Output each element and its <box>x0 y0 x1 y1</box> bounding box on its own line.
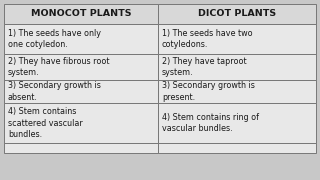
Bar <box>4 80 158 103</box>
Bar <box>158 143 316 153</box>
Text: DICOT PLANTS: DICOT PLANTS <box>198 10 276 19</box>
Text: 1) The seeds have only
one cotyledon.: 1) The seeds have only one cotyledon. <box>8 29 101 49</box>
Bar <box>158 80 316 103</box>
Text: 3) Secondary growth is
absent.: 3) Secondary growth is absent. <box>8 81 101 102</box>
Text: 1) The seeds have two
cotyledons.: 1) The seeds have two cotyledons. <box>162 29 252 49</box>
Bar <box>4 24 158 54</box>
Bar <box>4 103 158 143</box>
Bar <box>158 4 316 24</box>
Bar <box>4 4 158 24</box>
Text: 2) They have taproot
system.: 2) They have taproot system. <box>162 57 247 77</box>
Text: 2) They have fibrous root
system.: 2) They have fibrous root system. <box>8 57 109 77</box>
Bar <box>4 54 158 80</box>
Bar <box>158 24 316 54</box>
Text: MONOCOT PLANTS: MONOCOT PLANTS <box>31 10 131 19</box>
Text: 4) Stem contains
scattered vascular
bundles.: 4) Stem contains scattered vascular bund… <box>8 107 83 139</box>
Bar <box>158 103 316 143</box>
Text: 4) Stem contains ring of
vascular bundles.: 4) Stem contains ring of vascular bundle… <box>162 113 259 133</box>
Bar <box>158 54 316 80</box>
Bar <box>4 143 158 153</box>
Text: 3) Secondary growth is
present.: 3) Secondary growth is present. <box>162 81 255 102</box>
